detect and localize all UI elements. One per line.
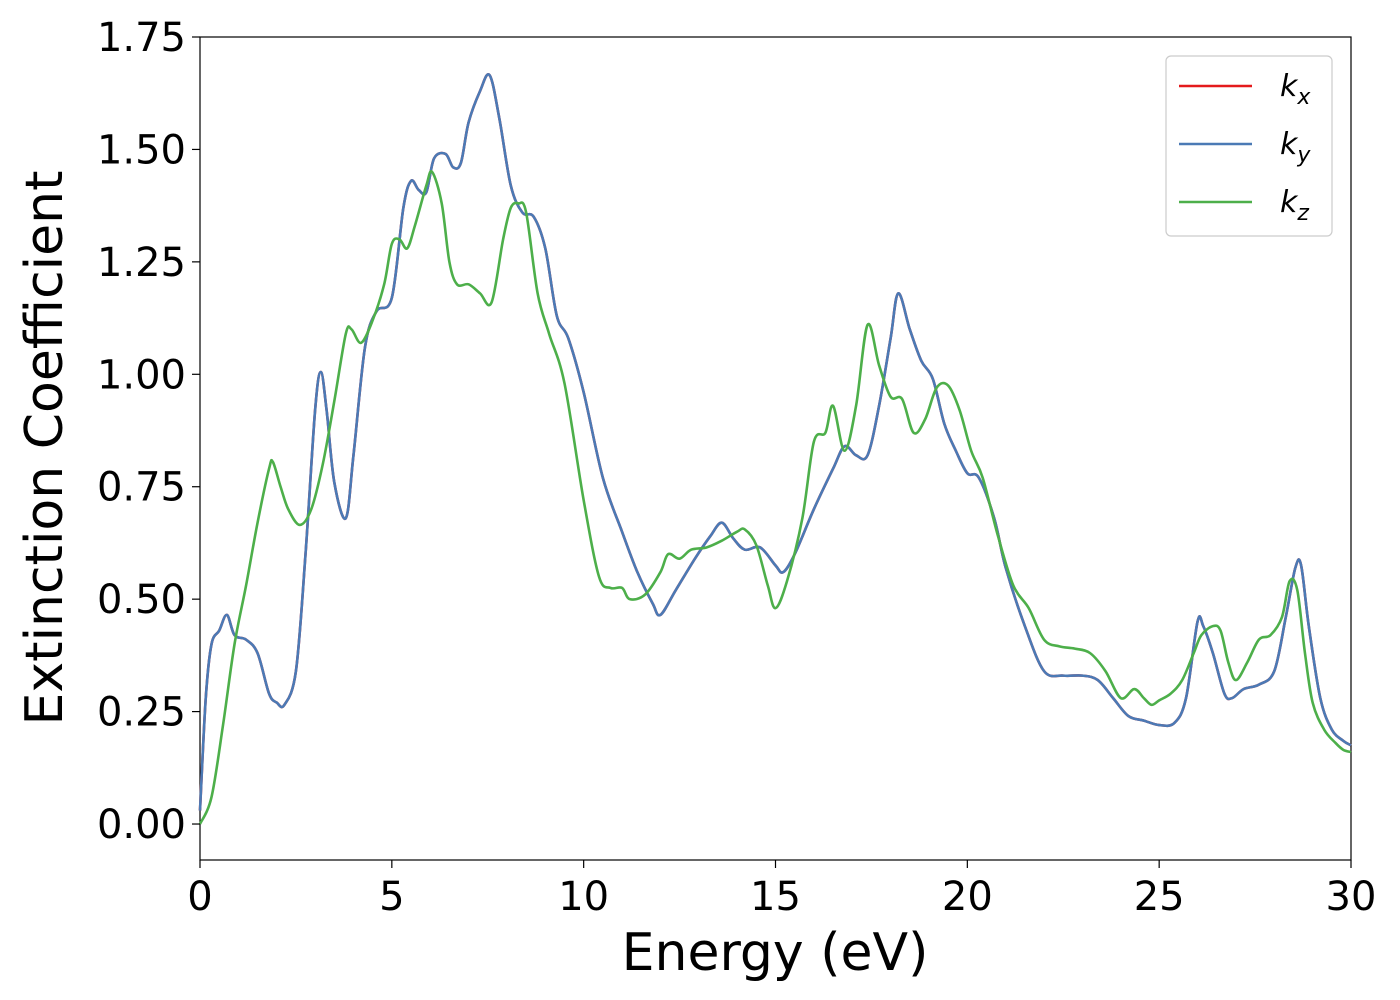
- x-tick-label: 5: [379, 874, 404, 920]
- y-tick-label: 1.00: [97, 352, 186, 398]
- y-tick-label: 0.75: [97, 465, 186, 511]
- legend-label-ky: ky: [1280, 127, 1311, 168]
- x-tick-label: 15: [750, 874, 801, 920]
- x-tick-label: 20: [942, 874, 993, 920]
- y-tick-label: 0.00: [97, 802, 186, 848]
- series-line-kz: [198, 169, 1352, 825]
- series-layer: [198, 72, 1352, 825]
- plot-area: [199, 36, 1352, 861]
- x-tick-label: 10: [558, 874, 609, 920]
- y-tick-label: 0.50: [97, 577, 186, 623]
- y-axis-ticks: 0.00 0.25 0.50 0.75 1.00 1.25 1.50 1.75: [97, 15, 200, 848]
- y-tick-label: 1.75: [97, 15, 186, 61]
- x-tick-label: 25: [1134, 874, 1185, 920]
- y-tick-label: 1.50: [97, 127, 186, 173]
- y-tick-label: 0.25: [97, 690, 186, 736]
- legend-box: [1165, 55, 1333, 237]
- x-tick-label: 30: [1326, 874, 1377, 920]
- x-axis-ticks: 0 5 10 15 20 25 30: [187, 860, 1376, 920]
- x-axis-title: Energy (eV): [622, 923, 929, 983]
- x-tick-label: 0: [187, 874, 212, 920]
- y-tick-label: 1.25: [97, 240, 186, 286]
- series-line-ky: [198, 72, 1352, 811]
- y-axis-title: Extinction Coefficient: [15, 171, 75, 726]
